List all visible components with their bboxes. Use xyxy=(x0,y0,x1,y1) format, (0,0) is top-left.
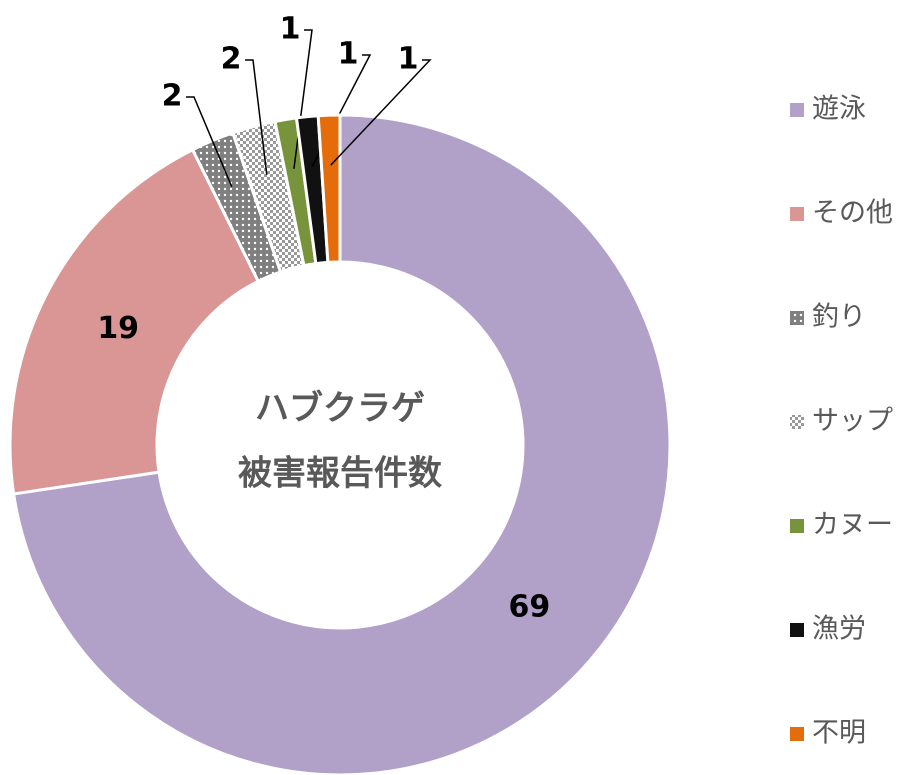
legend-swatch xyxy=(790,623,804,637)
data-label: 69 xyxy=(509,590,551,625)
donut-slice xyxy=(8,147,261,496)
center-text: 被害報告件数 xyxy=(238,454,442,494)
legend-label: その他 xyxy=(812,198,893,229)
legend-label: 漁労 xyxy=(812,614,866,645)
center-text: ハブクラゲ xyxy=(255,389,425,429)
data-label: 1 xyxy=(398,42,419,77)
legend-label: カヌー xyxy=(812,510,893,541)
legend-label: 不明 xyxy=(812,718,866,749)
legend-label: サップ xyxy=(812,406,893,437)
legend-label: 釣り xyxy=(812,302,866,333)
data-label: 2 xyxy=(162,79,183,114)
legend-swatch xyxy=(790,519,804,533)
legend-swatch xyxy=(790,415,804,429)
donut-slice xyxy=(316,113,342,264)
legend-swatch xyxy=(790,103,804,117)
data-label: 1 xyxy=(280,12,301,47)
legend-swatch xyxy=(790,311,804,325)
data-label: 19 xyxy=(97,311,139,346)
leader-line xyxy=(186,96,233,188)
data-label: 2 xyxy=(221,42,242,77)
donut-slice xyxy=(11,113,672,775)
leader-line xyxy=(330,59,432,166)
leader-line xyxy=(245,59,268,175)
data-label: 1 xyxy=(338,37,359,72)
legend-label: 遊泳 xyxy=(812,94,866,125)
legend-swatch xyxy=(790,727,804,741)
legend-swatch xyxy=(790,207,804,221)
